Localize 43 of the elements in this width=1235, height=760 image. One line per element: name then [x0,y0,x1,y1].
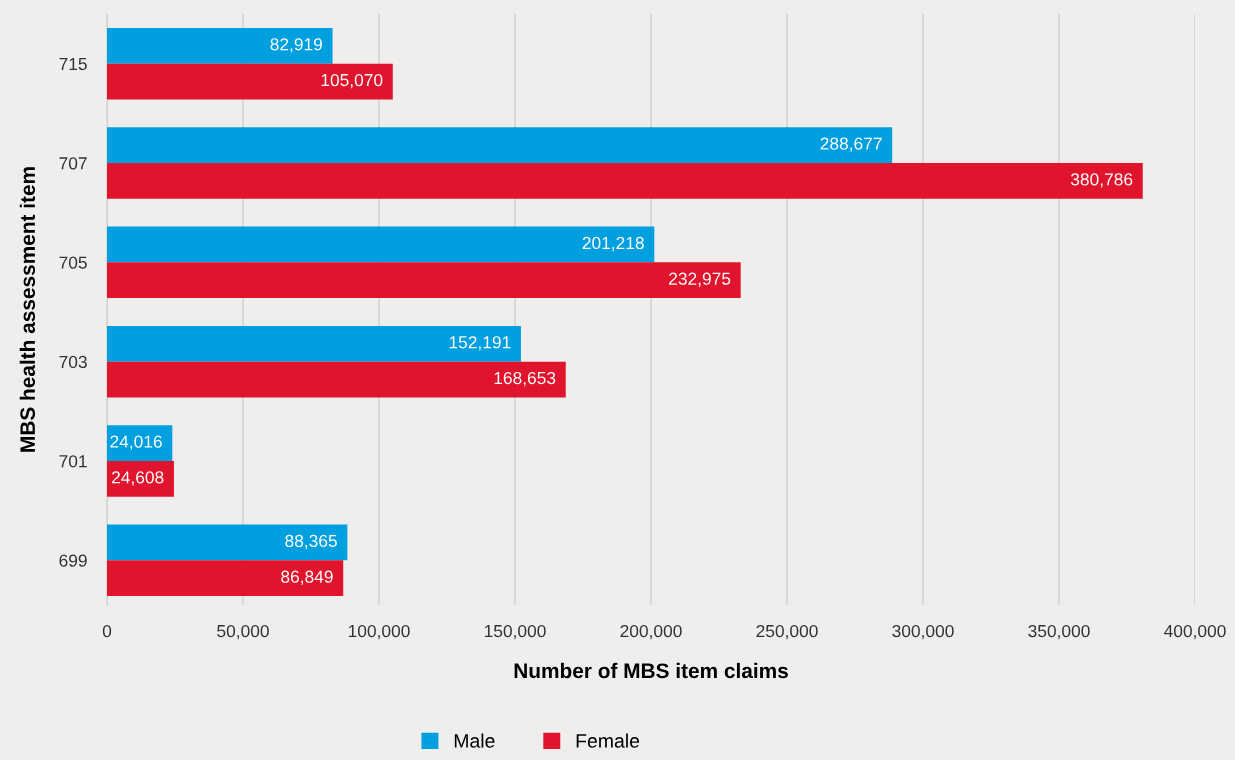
bar [107,127,893,163]
x-tick-label: 200,000 [620,624,682,640]
bar [107,325,521,362]
legend-label: Female [576,733,640,748]
x-tick-label: 350,000 [1028,624,1090,640]
bar [107,262,741,299]
bar [107,524,348,561]
x-axis-title: Number of MBS item claims [514,662,788,679]
bar [107,560,344,597]
data-label: 288,677 [820,137,882,152]
y-tick-label: 703 [59,355,87,369]
x-tick-label: 150,000 [484,624,546,640]
bar [107,460,174,497]
y-axis-title: MBS health assessment item [19,167,36,452]
bar [107,425,173,461]
legend-label: Male [454,733,495,748]
data-label: 105,070 [321,73,383,89]
data-label: 380,786 [1070,173,1133,188]
bar [107,361,566,398]
data-label: 86,849 [281,570,333,585]
x-tick-label: 300,000 [892,624,954,640]
x-tick-label: 400,000 [1164,624,1226,640]
y-tick-label: 701 [59,455,87,468]
y-tick-label: 699 [59,554,87,567]
x-tick-label: 100,000 [348,624,410,640]
bar [107,162,1143,199]
bar [107,63,393,100]
data-label: 201,218 [582,236,644,252]
data-label: 168,653 [494,371,556,387]
x-tick-label: 0 [102,624,112,638]
data-label: 152,191 [449,336,511,351]
y-tick-label: 707 [59,157,87,170]
bar [107,226,655,263]
y-tick-label: 715 [59,58,87,71]
y-tick-label: 705 [59,256,87,269]
data-label: 88,365 [285,534,337,550]
data-label: 24,608 [111,471,164,486]
x-tick-label: 250,000 [756,624,818,640]
data-label: 82,919 [270,38,322,53]
data-label: 232,975 [669,272,731,287]
x-tick-label: 50,000 [217,624,269,640]
data-label: 24,016 [110,435,162,450]
bar [107,27,333,64]
